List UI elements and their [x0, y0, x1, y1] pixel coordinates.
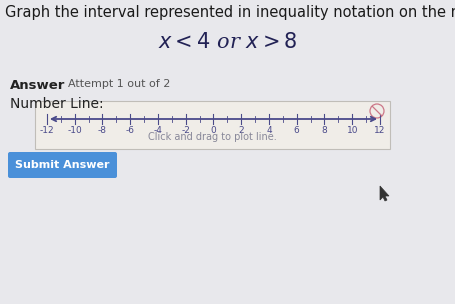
Text: 10: 10: [346, 126, 357, 135]
Text: 4: 4: [266, 126, 271, 135]
Text: -2: -2: [181, 126, 190, 135]
Text: 2: 2: [238, 126, 243, 135]
Text: Graph the interval represented in inequality notation on the number lin: Graph the interval represented in inequa…: [5, 5, 455, 20]
Text: -4: -4: [153, 126, 162, 135]
Text: -10: -10: [67, 126, 82, 135]
Text: Number Line:: Number Line:: [10, 97, 103, 111]
Text: 8: 8: [321, 126, 327, 135]
Text: Submit Answer: Submit Answer: [15, 160, 110, 170]
FancyBboxPatch shape: [35, 101, 389, 149]
Text: -6: -6: [126, 126, 135, 135]
Text: Click and drag to plot line.: Click and drag to plot line.: [148, 132, 276, 142]
Text: -8: -8: [98, 126, 107, 135]
Text: Attempt 1 out of 2: Attempt 1 out of 2: [68, 79, 170, 89]
Text: 12: 12: [374, 126, 385, 135]
Text: $x < 4$ or $x > 8$: $x < 4$ or $x > 8$: [158, 32, 297, 52]
Text: -12: -12: [40, 126, 54, 135]
FancyBboxPatch shape: [8, 152, 117, 178]
Text: 0: 0: [210, 126, 216, 135]
Text: 6: 6: [293, 126, 299, 135]
Text: Answer: Answer: [10, 79, 65, 92]
Polygon shape: [379, 186, 388, 201]
